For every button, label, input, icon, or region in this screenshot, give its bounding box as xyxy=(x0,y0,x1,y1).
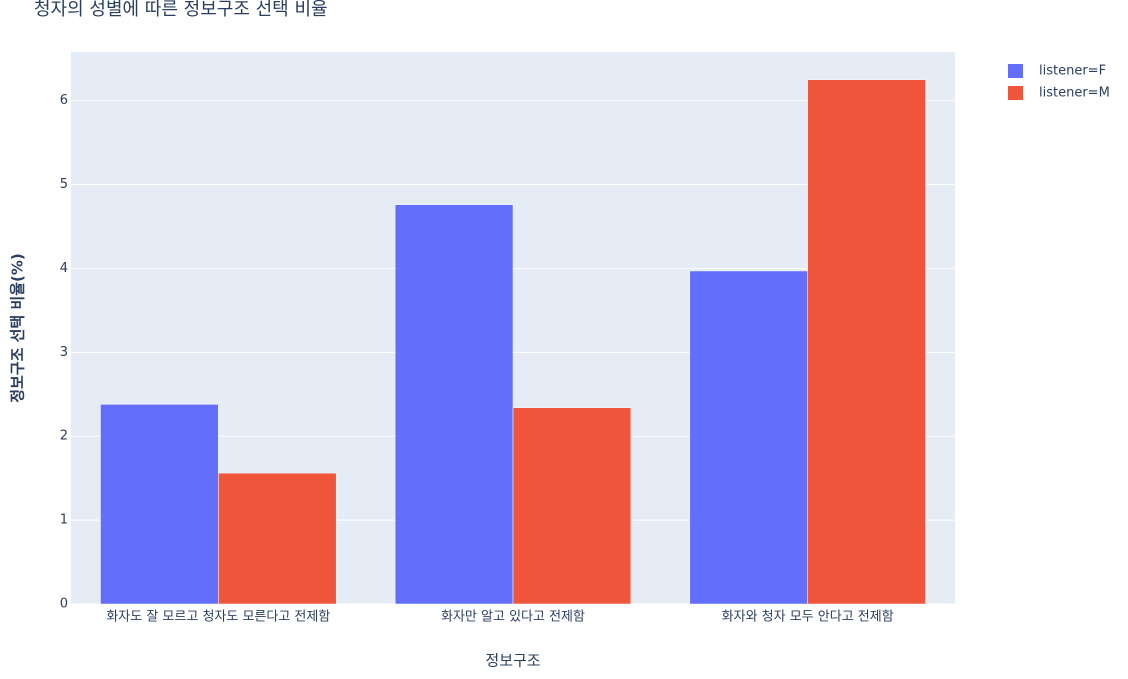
y-tick-label: 1 xyxy=(60,513,68,528)
y-tick-label: 2 xyxy=(60,429,68,444)
x-tick-label: 화자와 청자 모두 안다고 전제함 xyxy=(722,610,894,625)
bar xyxy=(512,407,632,605)
bar xyxy=(394,204,514,605)
bar xyxy=(807,79,926,605)
y-tick-label: 0 xyxy=(60,597,68,612)
x-axis-title: 정보구조 xyxy=(485,652,540,670)
y-tick-label: 4 xyxy=(60,261,68,276)
y-tick-label: 6 xyxy=(60,93,68,108)
y-tick-label: 3 xyxy=(60,345,68,360)
bar xyxy=(689,270,808,605)
chart-title: 청자의 성별에 따른 정보구조 선택 비율 xyxy=(34,0,328,20)
y-tick-label: 5 xyxy=(60,177,68,192)
bar xyxy=(100,404,219,605)
x-tick-label: 화자만 알고 있다고 전제함 xyxy=(441,610,585,625)
bar xyxy=(218,472,337,605)
legend-swatch xyxy=(1008,86,1023,100)
legend-swatch xyxy=(1008,64,1023,78)
x-tick-label: 화자도 잘 모르고 청자도 모른다고 전제함 xyxy=(106,610,330,625)
legend-label: listener=M xyxy=(1039,86,1110,101)
legend-label: listener=F xyxy=(1039,64,1106,79)
y-axis-title: 정보구조 선택 비율(%) xyxy=(9,253,27,403)
